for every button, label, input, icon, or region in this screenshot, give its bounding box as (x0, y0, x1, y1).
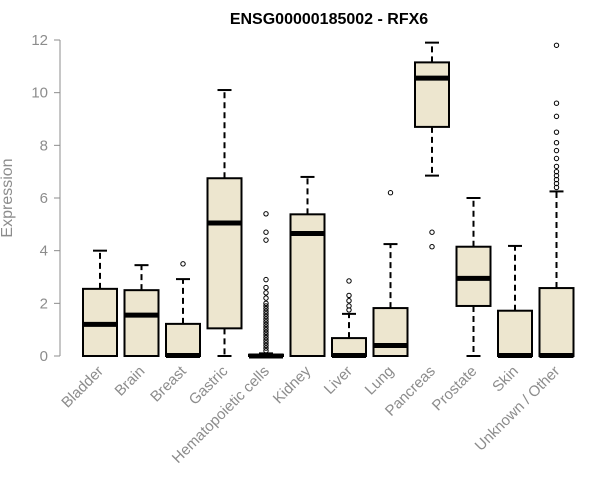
outlier-point (263, 321, 269, 328)
box-breast (165, 261, 201, 358)
iqr-box (497, 309, 533, 357)
x-tick-label-kidney: Kidney (270, 362, 315, 407)
outlier-point (263, 313, 269, 320)
outlier-point (263, 324, 269, 330)
y-tick-label: 12 (31, 32, 48, 49)
box-unknown-other (538, 42, 575, 358)
outlier-point (346, 298, 352, 304)
box-brain (123, 264, 160, 357)
y-tick-label: 10 (31, 85, 48, 102)
outlier-point (553, 163, 560, 170)
box-hematopoietic-cells (248, 211, 284, 359)
outlier-point (553, 168, 560, 175)
outlier-point (553, 147, 560, 154)
outlier-point (346, 303, 352, 309)
outlier-point (263, 326, 269, 333)
outlier-point (263, 345, 269, 351)
outlier-point (429, 244, 435, 250)
outlier-point (346, 292, 352, 299)
x-tick-label-bladder: Bladder (58, 363, 107, 412)
x-tick-label-brain: Brain (112, 363, 149, 400)
outlier-point (263, 237, 269, 243)
x-tick-label-skin: Skin (489, 363, 522, 396)
outlier-point (263, 300, 269, 307)
outlier-point (553, 42, 560, 48)
outlier-point (263, 211, 269, 217)
outlier-point (263, 284, 269, 291)
chart-title: ENSG00000185002 - RFX6 (230, 11, 428, 28)
outlier-point (263, 303, 269, 309)
outlier-point (263, 334, 269, 341)
box-skin (497, 244, 533, 358)
x-tick-label-prostate: Prostate (429, 363, 481, 415)
outlier-point (263, 342, 269, 349)
y-tick-label: 2 (40, 295, 48, 312)
y-axis: 0 2 4 6 8 10 12 (31, 32, 61, 365)
x-tick-label-lung: Lung (362, 363, 398, 399)
box-liver (331, 278, 367, 358)
y-tick-label: 0 (40, 348, 48, 365)
y-tick-label: 6 (40, 190, 48, 207)
outlier-point (553, 155, 560, 162)
box-bladder (82, 249, 118, 358)
outlier-point (263, 308, 269, 314)
outlier-point (263, 337, 269, 343)
x-tick-label-liver: Liver (321, 363, 356, 398)
y-tick-label: 8 (40, 137, 48, 154)
box-pancreas (414, 41, 450, 250)
outlier-point (263, 276, 269, 283)
outlier-point (263, 311, 269, 317)
iqr-box (206, 177, 243, 330)
iqr-box (165, 322, 201, 357)
outlier-point (263, 295, 269, 301)
iqr-box (372, 307, 409, 357)
outlier-point (263, 316, 269, 322)
outlier-point (263, 332, 269, 338)
iqr-box (123, 289, 160, 357)
y-tick-label: 4 (40, 243, 48, 260)
box-prostate (455, 197, 492, 357)
outlier-point (180, 261, 186, 267)
outlier-point (263, 305, 269, 312)
iqr-box (414, 61, 450, 128)
outlier-point (263, 340, 269, 346)
iqr-box (289, 213, 326, 357)
outlier-point (263, 319, 269, 325)
outlier-point (553, 129, 560, 135)
outlier-point (263, 329, 269, 335)
outlier-point (263, 229, 269, 235)
box-lung (372, 190, 409, 357)
box-kidney (289, 175, 326, 357)
outlier-point (346, 278, 352, 284)
outlier-point (553, 140, 560, 146)
y-axis-label: Expression (0, 158, 16, 237)
outlier-point (263, 348, 269, 354)
outlier-point (387, 190, 394, 196)
iqr-box (538, 287, 575, 357)
outlier-point (553, 113, 560, 120)
outlier-point (553, 100, 560, 106)
outlier-point (263, 290, 269, 296)
boxes-group (82, 41, 575, 359)
x-tick-label-breast: Breast (147, 362, 190, 405)
box-gastric (206, 89, 243, 357)
outlier-point (429, 229, 435, 235)
